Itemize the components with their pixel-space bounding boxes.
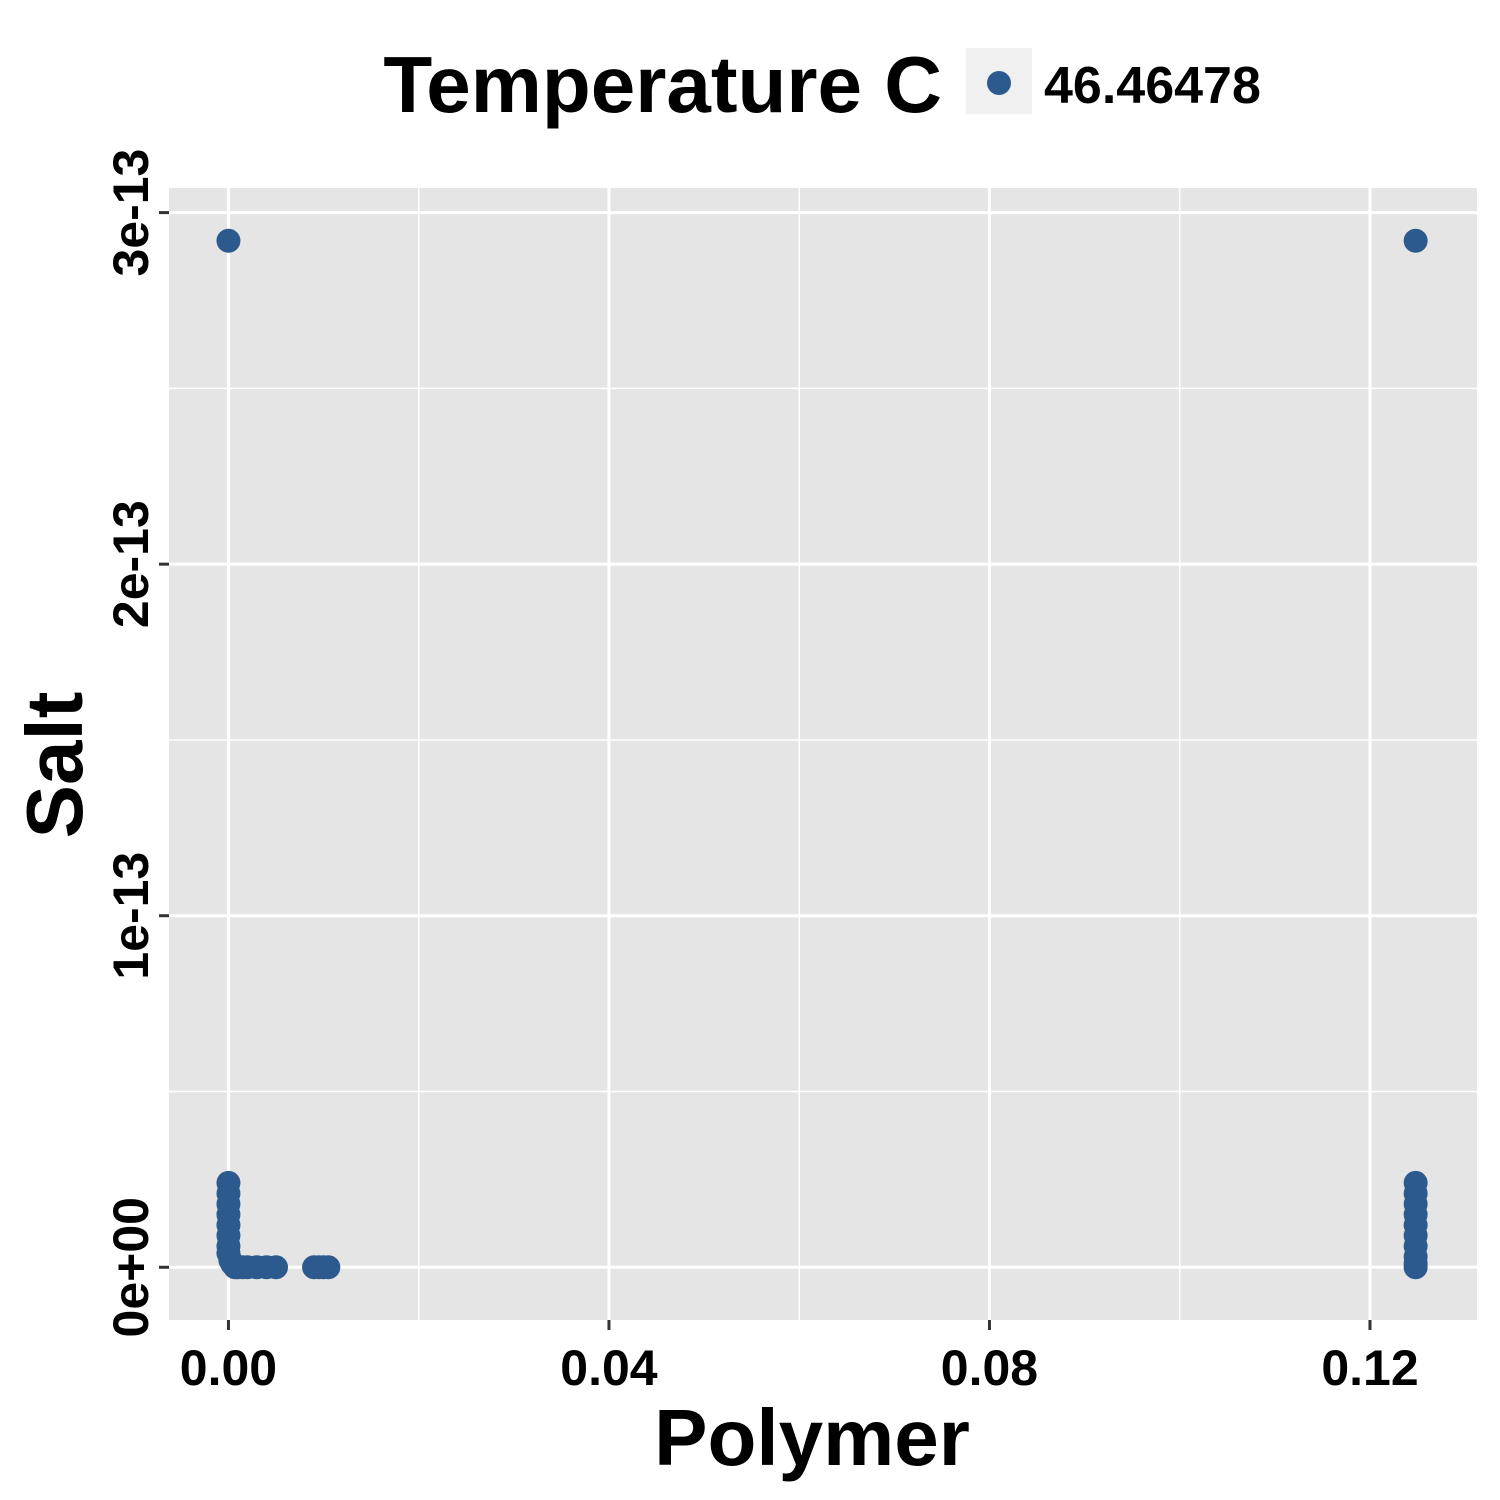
- data-point: [316, 1255, 341, 1280]
- legend-title: Temperature C: [383, 40, 942, 129]
- legend-key-dot: [987, 71, 1011, 95]
- y-axis: 0e+00 1e-13 2e-13 3e-13: [103, 149, 169, 1337]
- grid-major: [169, 188, 1477, 1320]
- x-axis: 0.00 0.04 0.08 0.12: [180, 1320, 1419, 1396]
- x-axis-title: Polymer: [654, 1393, 970, 1482]
- x-tick-label: 0.08: [941, 1340, 1038, 1396]
- data-point: [1403, 1255, 1428, 1280]
- y-tick-label: 0e+00: [103, 1197, 159, 1337]
- x-tick-label: 0.00: [180, 1340, 277, 1396]
- grid-minor: [169, 188, 1477, 1320]
- legend: Temperature C 46.46478: [383, 40, 1261, 129]
- y-axis-title: Salt: [10, 692, 99, 839]
- y-tick-label: 3e-13: [103, 149, 159, 277]
- data-point: [1403, 228, 1428, 253]
- y-tick-label: 2e-13: [103, 500, 159, 628]
- legend-label: 46.46478: [1044, 57, 1261, 115]
- x-tick-label: 0.04: [560, 1340, 658, 1396]
- data-points: [216, 228, 1428, 1280]
- plot-panel: [169, 188, 1477, 1320]
- data-point: [264, 1255, 289, 1280]
- y-tick-label: 1e-13: [103, 852, 159, 980]
- x-tick-label: 0.12: [1321, 1340, 1418, 1396]
- data-point: [216, 228, 241, 253]
